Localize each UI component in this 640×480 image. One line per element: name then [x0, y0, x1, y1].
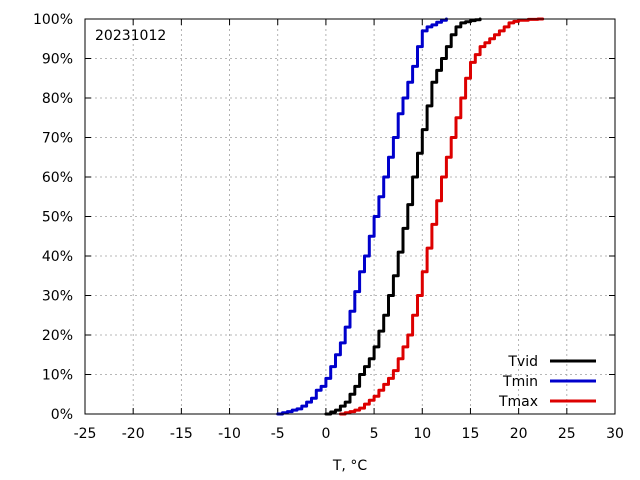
- grid-lines: [85, 19, 615, 414]
- x-tick-label: 0: [321, 426, 330, 442]
- x-tick-label: -20: [122, 426, 145, 442]
- y-tick-label: 20%: [42, 328, 73, 344]
- y-tick-label: 0%: [51, 407, 73, 423]
- x-tick-label: 5: [370, 426, 379, 442]
- y-axis-ticks: 0% 10% 20% 30% 40% 50% 60% 70% 80% 90% 100%: [33, 12, 615, 423]
- x-tick-label: 10: [413, 426, 431, 442]
- legend-label: Tvid: [507, 354, 538, 370]
- legend: Tvid Tmin Tmax: [498, 354, 596, 410]
- x-axis-ticks: -25 -20 -15 -10 -5 0 5 10 15 20 25 30: [74, 19, 624, 442]
- series-line-tvid: [324, 17, 482, 416]
- x-tick-label: 20: [510, 426, 528, 442]
- y-tick-label: 90%: [42, 52, 73, 68]
- y-tick-label: 40%: [42, 249, 73, 265]
- x-tick-label: -5: [271, 426, 285, 442]
- date-annotation: 20231012: [95, 28, 166, 44]
- legend-label: Tmin: [502, 374, 538, 390]
- x-tick-label: 30: [606, 426, 624, 442]
- series-line-tmax: [338, 17, 545, 416]
- series-line-tmin: [276, 17, 448, 416]
- x-tick-label: -25: [74, 426, 97, 442]
- y-tick-label: 60%: [42, 170, 73, 186]
- y-tick-label: 30%: [42, 289, 73, 305]
- legend-label: Tmax: [498, 394, 538, 410]
- x-tick-label: 15: [462, 426, 480, 442]
- y-tick-label: 50%: [42, 210, 73, 226]
- y-tick-label: 70%: [42, 131, 73, 147]
- series-lines: [276, 17, 545, 416]
- x-tick-label: -10: [218, 426, 241, 442]
- plot-frame: [84, 18, 616, 415]
- y-tick-label: 80%: [42, 91, 73, 107]
- x-tick-label: 25: [558, 426, 576, 442]
- x-tick-label: -15: [170, 426, 193, 442]
- y-tick-label: 10%: [42, 368, 73, 384]
- y-tick-label: 100%: [33, 12, 73, 28]
- x-axis-label: T, °C: [332, 458, 367, 474]
